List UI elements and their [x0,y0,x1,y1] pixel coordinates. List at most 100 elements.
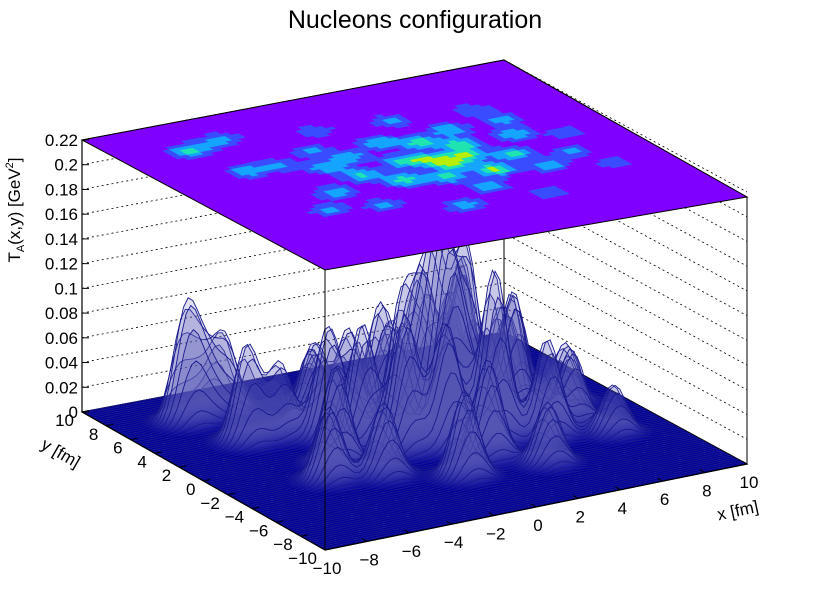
x-tick-mark [699,469,706,474]
y-tick-label: −2 [200,494,219,513]
surface-mesh-line [270,401,694,520]
z-axis-label-sub: A [15,244,27,252]
surface-fill-strip [257,418,680,512]
surface-mesh-line [154,333,577,454]
chart-title: Nucleons configuration [288,6,542,34]
surface-mesh-line [295,447,718,534]
surface-mesh-line [138,323,561,445]
surface-fill-strip [168,280,591,462]
colormap-cell [226,130,239,135]
colormap-cell [456,120,469,125]
x-tick-mark [615,486,621,491]
surface-fill-strip [206,237,629,483]
surface-mesh-line [198,229,621,479]
y-tick-mark [251,506,260,510]
y-tick-mark [81,410,90,413]
surface-fill-strip [279,435,702,524]
surface-mesh-line [195,245,618,477]
z-tick-label: 0.22 [45,131,78,150]
colormap-cell [606,153,618,158]
z-axis: 0 0.02 0.04 0.06 0.08 0.1 0.12 0.14 0.16 0.18 0.2 0… [45,131,89,422]
surface-fill-strip [227,271,650,495]
x-tick-mark [741,460,748,465]
x-tick-label: 0 [533,516,542,535]
surface-mesh-line [233,337,656,499]
surface-fill-strip [114,332,537,431]
colormap-cell [446,119,459,124]
x-tick-mark [572,494,579,499]
colormap-cell [467,101,479,106]
surface-mesh-line [289,444,712,531]
x-tick-mark [530,503,537,508]
x-axis-label: x [fm] [716,497,761,524]
z-tick-label: 0.12 [45,255,78,274]
colormap-cell [477,102,489,107]
surface-fill-strip [244,368,666,504]
surface-mesh-line [260,419,683,514]
top-projection [80,59,749,271]
colormap-cell [321,144,333,148]
z-tick-label: 0.2 [54,156,78,175]
colormap-cell [450,195,462,200]
y-tick-mark [154,451,163,454]
x-tick-label: −6 [402,542,421,561]
surface-mesh-line [281,440,704,526]
y-tick-label: 0 [186,480,195,499]
surface-mesh-line [252,384,675,510]
surface-fill-strip [208,249,631,485]
y-tick-mark [276,520,284,523]
x-axis: −10 −8 −6 −4 −2 0 2 4 6 8 10 [313,460,758,578]
surface-mesh-line [222,292,645,493]
surface-mesh-line [276,418,699,523]
surface-mesh-line [319,460,742,548]
surface-mesh-line [273,406,696,522]
surface-mesh-line [308,454,731,542]
z-tick-label: 0.06 [45,329,78,348]
colormap-cell [566,141,579,146]
x-tick-mark [361,537,368,542]
x-tick-label: −4 [444,533,463,552]
surface-mesh-line [257,418,680,513]
colormap-cell [529,126,542,131]
z-tick-label: 0.14 [45,230,78,249]
z-axis-label-main: T [5,252,24,262]
surface-fill-strip [260,420,683,514]
surface-mesh-line [238,352,661,502]
surface-mesh-line [287,443,710,529]
colormap-cell [553,183,566,188]
colormap-cell [380,132,393,137]
z-axis-label-end: ] [5,157,24,162]
surface-mesh-line [303,451,726,539]
surface-fill-strip [117,329,540,432]
y-tick-label: −4 [225,508,244,527]
x-tick-mark [404,529,410,534]
surface-fill-strip [165,304,588,460]
z-axis-label-mid: (x,y) [GeV [5,168,24,245]
colormap-cell [370,131,382,136]
z-axis-label: TA(x,y) [GeV2] [4,157,27,262]
surface-mesh-line [189,274,613,474]
surface-fill-strip [152,343,575,452]
surface-fill-strip [122,297,545,435]
surface-mesh-line [162,290,586,459]
colormap-cell [513,112,525,117]
y-tick-label: 2 [162,466,171,485]
surface-fill-strip [233,338,656,498]
colormap-cell [321,124,333,129]
colormap-cell [310,123,323,128]
surface-fill-strip [276,419,699,523]
colormap-cell [553,124,565,129]
y-tick-label: −10 [288,549,317,568]
x-tick-mark [446,520,452,525]
colormap-cell [543,183,555,187]
surface-mesh-line [284,441,707,528]
y-tick-label: 6 [113,439,122,458]
surface-fill-strip [200,228,623,480]
surface-mesh-line [306,453,729,540]
surface-fill-strip [125,305,548,437]
x-tick-mark [657,477,663,482]
z-tick-label: 0.08 [45,304,78,323]
z-tick-label: 0.02 [45,378,78,397]
surface-fill-strip [262,402,685,515]
